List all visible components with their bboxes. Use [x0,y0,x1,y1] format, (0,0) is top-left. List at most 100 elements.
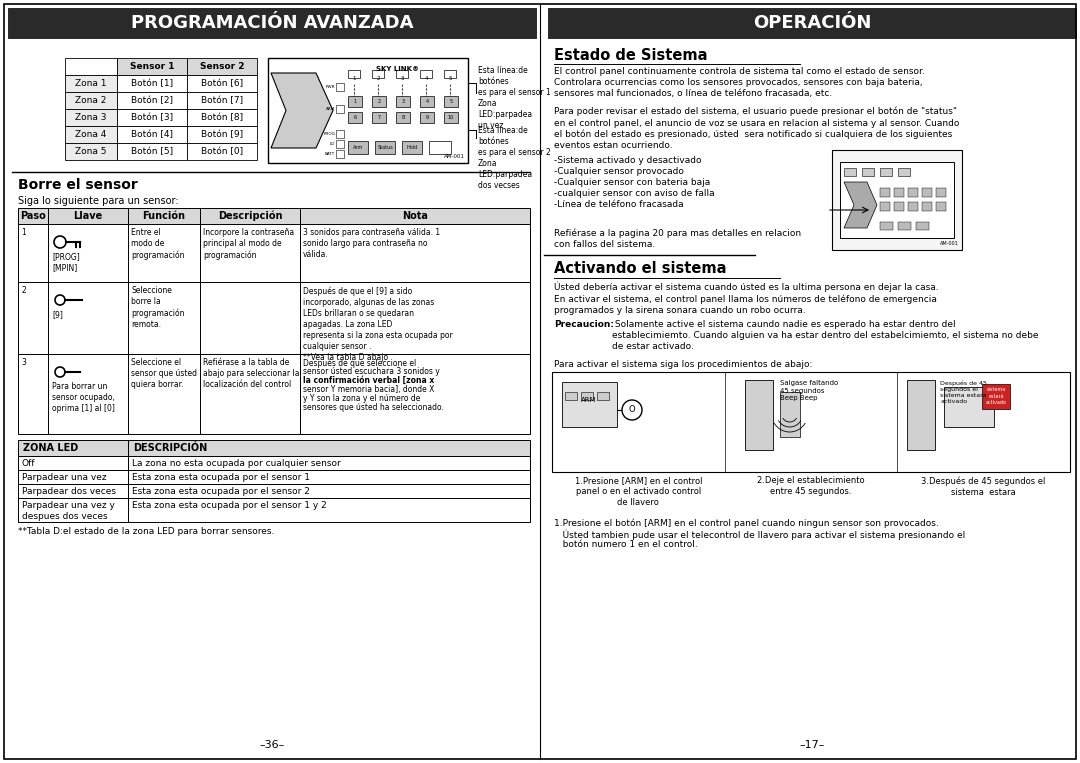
Bar [862,168,874,176]
Bar [936,202,946,211]
Text: Arm: Arm [353,145,363,150]
Bar [187,58,257,75]
Bar [894,202,904,211]
Text: Seleccione el
sensor que ústed
quiera borrar.: Seleccione el sensor que ústed quiera bo… [131,358,197,389]
Bar [444,112,458,123]
Bar [420,96,434,107]
Text: La zona no esta ocupada por cualquier sensor: La zona no esta ocupada por cualquier se… [132,459,341,468]
Bar [300,282,530,354]
Bar [429,141,451,154]
Text: Ústed tambien pude usar el telecontrol de llavero para activar el sistema presio: Ústed tambien pude usar el telecontrol d… [554,529,966,539]
Text: Después de que seleccione el: Después de que seleccione el [303,358,416,368]
Text: 4: 4 [424,76,428,81]
Text: 5: 5 [448,76,451,81]
Polygon shape [843,182,877,228]
Bar [880,222,893,230]
Text: Botón [3]: Botón [3] [131,113,173,122]
Text: Precaucion:: Precaucion: [554,320,615,329]
Bar [348,70,360,78]
Bar [65,75,117,92]
Bar [348,96,362,107]
Text: 3: 3 [402,99,405,104]
Text: Zona 4: Zona 4 [76,130,107,139]
Bar [48,282,129,354]
Bar [129,470,530,484]
Bar [117,92,187,109]
Bar [200,224,300,282]
Bar [375,141,395,154]
Text: [9]: [9] [52,310,63,319]
Bar [336,83,345,91]
Text: –17–: –17– [799,740,825,750]
Bar [420,112,434,123]
Text: 7: 7 [377,115,380,120]
Text: Refiérase a la pagina 20 para mas detalles en relacion
con fallos del sistema.: Refiérase a la pagina 20 para mas detall… [554,228,801,249]
Bar [581,392,593,400]
Bar [907,380,935,450]
Text: 1: 1 [352,76,355,81]
Text: Activando el sistema: Activando el sistema [554,261,727,276]
Bar [65,109,117,126]
Text: Siga lo siguiente para un sensor:: Siga lo siguiente para un sensor: [18,196,178,206]
Text: Descripción: Descripción [218,211,282,221]
Bar [129,484,530,498]
Text: Zona 5: Zona 5 [76,147,107,156]
Text: SKY LINK®: SKY LINK® [377,66,419,72]
Bar [597,392,609,400]
Bar [18,440,129,456]
Bar [420,70,432,78]
Text: Esta zona esta ocupada por el sensor 2: Esta zona esta ocupada por el sensor 2 [132,487,310,496]
Text: BATT: BATT [325,152,335,156]
Text: 1: 1 [21,228,26,237]
Bar [18,498,129,522]
Polygon shape [271,73,333,148]
Text: Estado de Sistema: Estado de Sistema [554,48,707,63]
Bar [880,202,890,211]
Text: 2: 2 [376,76,380,81]
Bar [548,8,1076,38]
Text: sensor ústed escuchara 3 sonidos y: sensor ústed escuchara 3 sonidos y [303,367,440,376]
Bar [200,354,300,434]
Circle shape [55,295,65,305]
Text: Esta zona esta ocupada por el sensor 1: Esta zona esta ocupada por el sensor 1 [132,473,310,482]
Bar [444,96,458,107]
Bar [129,208,200,224]
Bar [336,140,345,148]
Bar [187,126,257,143]
Text: 10: 10 [448,115,454,120]
Bar [129,456,530,470]
Bar [48,224,129,282]
Text: Zona 2: Zona 2 [76,96,107,105]
Bar [117,58,187,75]
Text: PWR: PWR [325,85,335,89]
Bar [944,387,995,427]
Bar [268,58,468,163]
Bar [894,188,904,197]
Bar [396,112,410,123]
Text: 1.Presione [ARM] en el control
panel o en el activado control
de llavero: 1.Presione [ARM] en el control panel o e… [575,476,702,507]
Text: Sensor 2: Sensor 2 [200,62,244,71]
Text: sistema
estará
activado: sistema estará activado [986,388,1007,404]
Text: Zona 1: Zona 1 [76,79,107,88]
Text: Incorpore la contraseña
principal al modo de
programación: Incorpore la contraseña principal al mod… [203,228,294,260]
Bar [897,222,912,230]
Text: Botón [5]: Botón [5] [131,147,173,156]
Bar [65,126,117,143]
Text: Hold: Hold [406,145,418,150]
Bar [65,92,117,109]
Bar [372,96,386,107]
Bar [565,392,577,400]
Bar [922,202,932,211]
Text: Parpadear una vez y
despues dos veces: Parpadear una vez y despues dos veces [22,501,114,521]
Bar [348,112,362,123]
Bar [65,58,117,75]
Bar [880,188,890,197]
Text: DESCRIPCIÓN: DESCRIPCIÓN [133,443,207,453]
Bar [897,168,910,176]
Text: Para poder revisar el estado del sistema, el usuario puede presionar el botón de: Para poder revisar el estado del sistema… [554,107,959,150]
Text: Función: Función [143,211,186,221]
Text: Después de 45
segundos el
sistema estara
activado: Después de 45 segundos el sistema estara… [941,380,987,404]
Text: 5: 5 [449,99,453,104]
Text: 3: 3 [401,76,404,81]
Bar [18,354,48,434]
